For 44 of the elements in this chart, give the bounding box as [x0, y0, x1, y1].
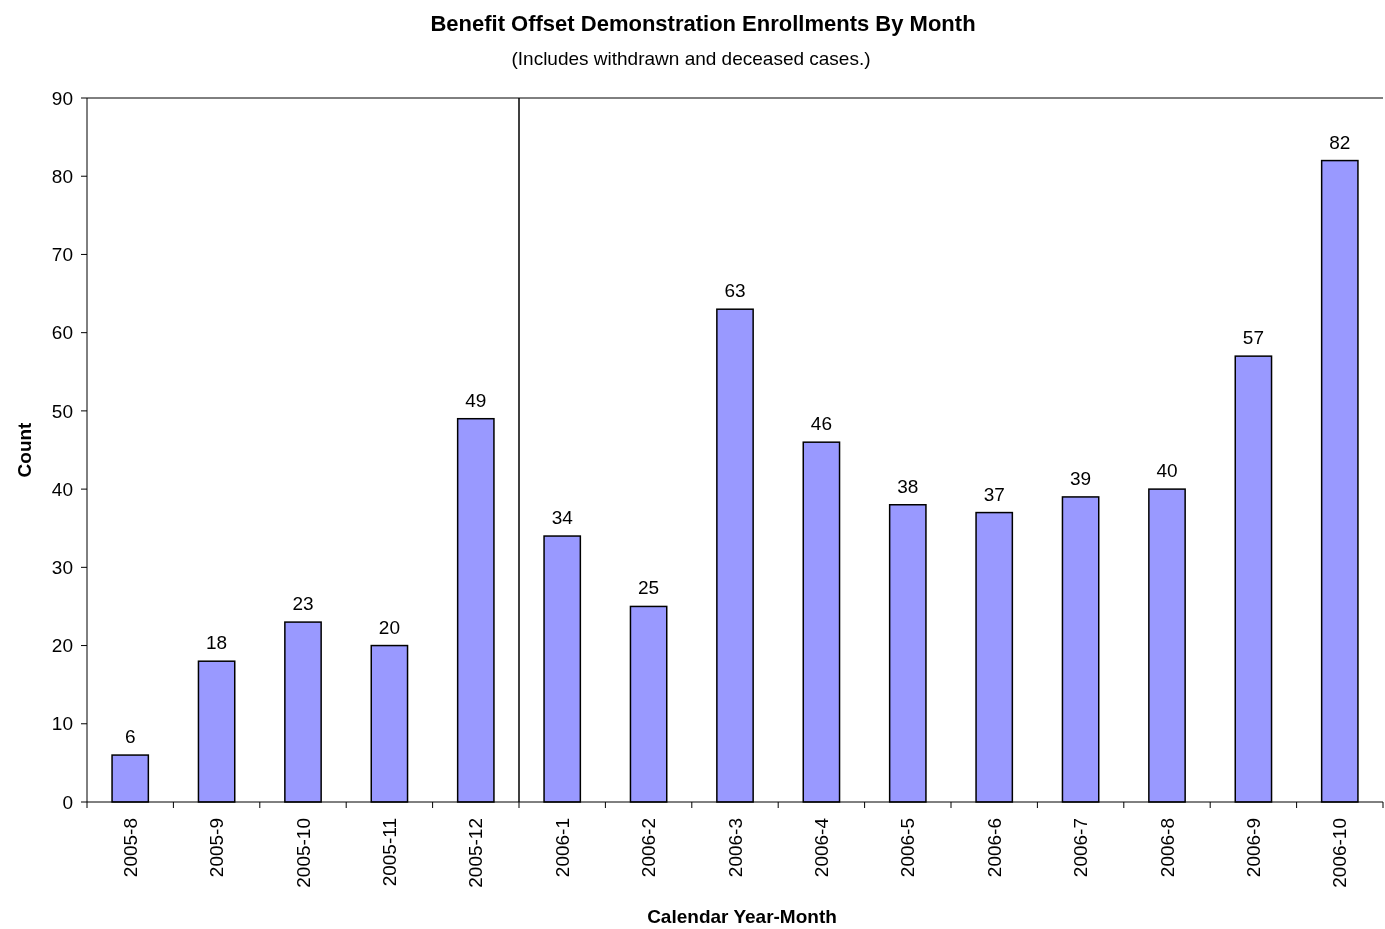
- chart-title: Benefit Offset Demonstration Enrollments By Month: [430, 11, 976, 36]
- y-tick-label: 50: [51, 400, 73, 422]
- y-tick-label: 40: [51, 478, 73, 500]
- x-tick-label: 2006-7: [1070, 818, 1092, 878]
- y-tick-label: 90: [51, 87, 73, 109]
- data-label: 39: [1070, 467, 1092, 489]
- x-tick-label: 2005-10: [292, 818, 314, 888]
- y-tick-label: 60: [51, 322, 73, 344]
- data-label: 18: [206, 632, 228, 654]
- data-label: 25: [638, 577, 660, 599]
- x-tick-label: 2006-2: [638, 818, 660, 878]
- y-tick-label: 0: [62, 791, 73, 813]
- y-axis-title: Count: [14, 421, 35, 478]
- data-label: 82: [1329, 131, 1351, 153]
- x-tick-label: 2005-12: [465, 818, 487, 888]
- y-tick-label: 20: [51, 635, 73, 657]
- y-tick-label: 30: [51, 556, 73, 578]
- data-label: 46: [810, 413, 832, 435]
- x-tick-label: 2005-11: [379, 818, 401, 887]
- data-label: 38: [897, 475, 919, 497]
- x-tick-label: 2005-9: [206, 818, 228, 878]
- chart-subtitle: (Includes withdrawn and deceased cases.): [511, 48, 871, 69]
- x-axis-title: Calendar Year-Month: [647, 906, 837, 927]
- data-label: 49: [465, 389, 487, 411]
- x-tick-label: 2006-10: [1329, 818, 1351, 888]
- data-label: 40: [1156, 460, 1178, 482]
- data-label: 6: [124, 726, 136, 748]
- y-tick-label: 70: [51, 244, 73, 266]
- data-label: 23: [292, 593, 314, 615]
- y-tick-label: 10: [51, 713, 73, 735]
- x-tick-label: 2006-1: [551, 818, 573, 878]
- data-label: 20: [378, 616, 400, 638]
- data-label: 34: [551, 507, 574, 529]
- x-tick-label: 2005-8: [119, 818, 141, 878]
- x-tick-label: 2006-4: [811, 817, 833, 878]
- x-tick-label: 2006-8: [1156, 818, 1178, 878]
- data-label: 57: [1242, 327, 1264, 349]
- x-tick-label: 2006-6: [983, 818, 1005, 878]
- x-tick-label: 2006-5: [897, 818, 919, 878]
- data-label: 63: [724, 280, 746, 302]
- data-label: 37: [983, 483, 1005, 505]
- x-tick-label: 2006-9: [1243, 818, 1265, 878]
- y-tick-label: 80: [51, 165, 73, 187]
- x-tick-label: 2006-3: [724, 818, 746, 878]
